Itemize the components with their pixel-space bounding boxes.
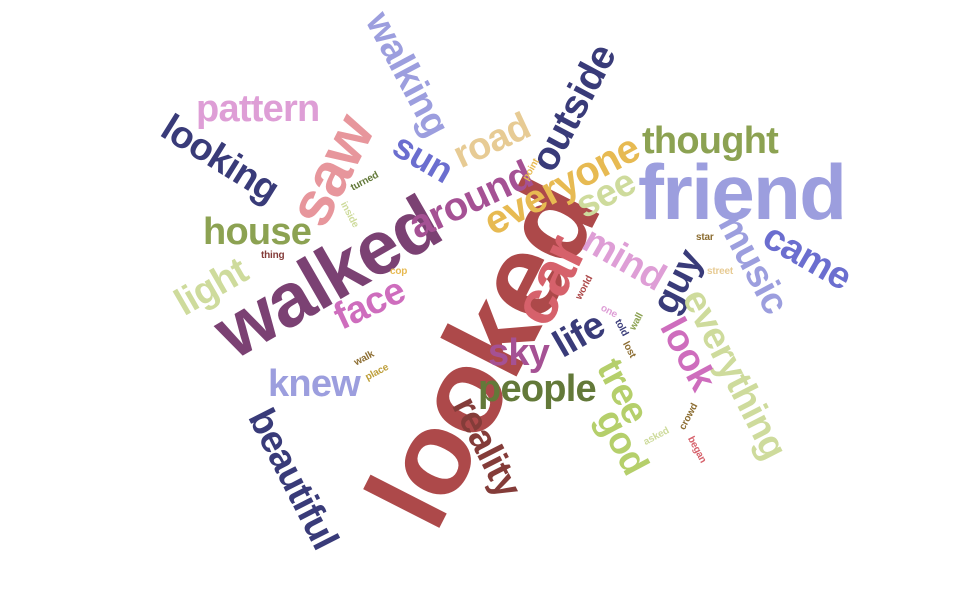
word-crowd: crowd bbox=[677, 401, 701, 432]
word-sky: sky bbox=[488, 332, 550, 374]
word-knew: knew bbox=[268, 363, 361, 405]
word-star: star bbox=[696, 232, 714, 243]
word-walk: walk bbox=[352, 348, 377, 369]
word-wall: wall bbox=[627, 311, 646, 333]
word-told: told bbox=[612, 317, 631, 339]
word-house: house bbox=[203, 211, 312, 253]
word-cop: cop bbox=[390, 266, 408, 277]
word-place: place bbox=[363, 361, 391, 384]
word-street: street bbox=[707, 266, 734, 277]
word-people: people bbox=[478, 368, 597, 410]
word-beautiful: beautiful bbox=[239, 401, 346, 557]
word-began: began bbox=[685, 434, 709, 465]
word-thing: thing bbox=[261, 250, 285, 261]
word-pattern: pattern bbox=[196, 88, 320, 130]
word-one: one bbox=[598, 302, 619, 321]
word-thought: thought bbox=[642, 120, 779, 162]
word-walking: walking bbox=[357, 4, 458, 144]
word-friend: friend bbox=[638, 148, 847, 236]
word-asked: asked bbox=[641, 425, 672, 448]
word-sun: sun bbox=[386, 124, 461, 191]
